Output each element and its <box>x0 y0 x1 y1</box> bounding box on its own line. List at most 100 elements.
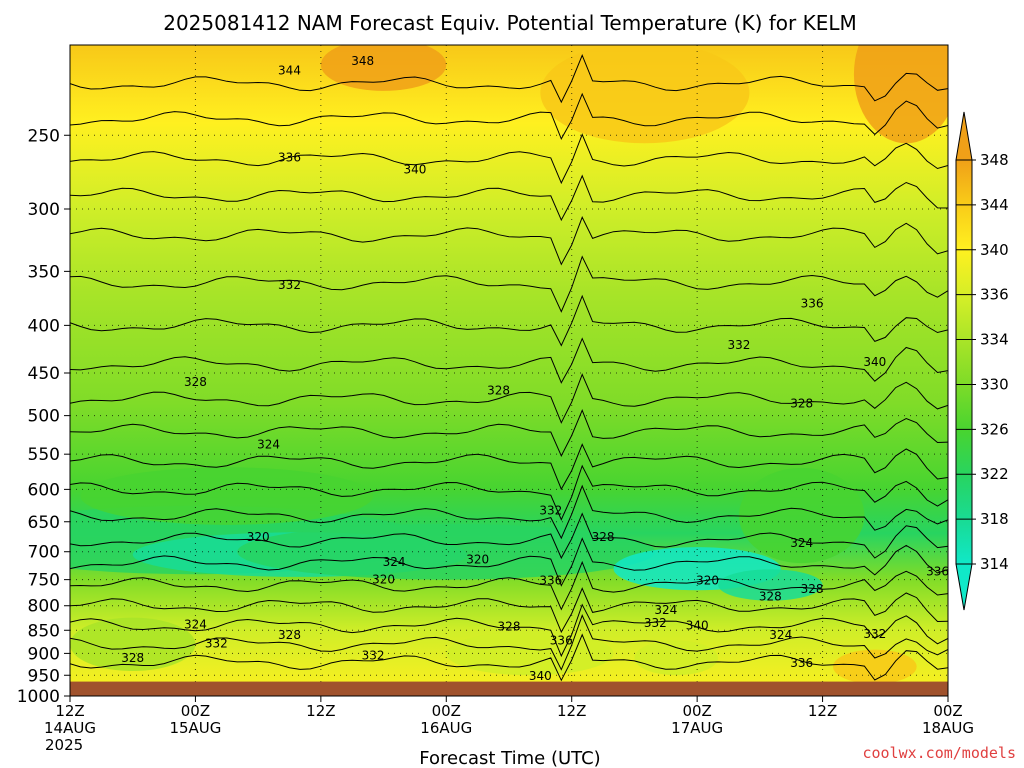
contour-label: 328 <box>121 651 144 665</box>
contour-label: 328 <box>487 384 510 398</box>
y-tick-label: 1000 <box>17 687 60 707</box>
contour-label: 328 <box>759 590 782 604</box>
contour-label: 328 <box>592 530 615 544</box>
contour-label: 324 <box>383 555 406 569</box>
x-tick-label: 12Z <box>557 702 586 720</box>
y-tick-label: 300 <box>28 200 60 220</box>
contour-line <box>70 373 948 424</box>
contour-label: 340 <box>863 355 886 369</box>
contour-label: 340 <box>686 618 709 632</box>
x-tick-label: 17AUG <box>671 719 723 737</box>
contour-label: 332 <box>539 503 562 517</box>
contour-label: 324 <box>654 603 677 617</box>
x-tick-label: 00Z <box>181 702 210 720</box>
y-tick-label: 700 <box>28 543 60 563</box>
y-tick-label: 750 <box>28 571 60 591</box>
contour-line <box>70 255 948 313</box>
colorbar-label: 314 <box>980 555 1009 573</box>
contour-label: 320 <box>247 530 270 544</box>
x-tick-label: 2025 <box>45 736 83 754</box>
x-tick-label: 00Z <box>933 702 962 720</box>
y-tick-label: 800 <box>28 597 60 617</box>
contour-label: 340 <box>529 669 552 683</box>
contour-label: 324 <box>769 628 792 642</box>
contour-label: 320 <box>372 573 395 587</box>
contour-line <box>70 92 948 141</box>
colorbar: 348 344 340 336 334 330 326 322 318 314 <box>955 111 1009 611</box>
colorbar-top-arrow <box>955 111 973 161</box>
y-tick-label: 500 <box>28 407 60 427</box>
heatmap-region <box>833 649 917 684</box>
x-tick-label: 00Z <box>682 702 711 720</box>
ground-surface <box>70 681 948 696</box>
contour-label: 332 <box>644 616 667 630</box>
contour-line <box>70 408 948 457</box>
contour-label: 328 <box>278 628 301 642</box>
contour-line <box>70 443 948 491</box>
contour-line <box>70 174 948 222</box>
contour-label: 328 <box>790 396 813 410</box>
contour-label: 324 <box>790 536 813 550</box>
y-tick-label: 850 <box>28 621 60 641</box>
x-tick-label: 15AUG <box>169 719 221 737</box>
colorbar-label: 318 <box>980 510 1009 528</box>
plot-frame <box>69 44 949 697</box>
heatmap-region <box>80 467 374 525</box>
colorbar-label: 344 <box>980 196 1009 214</box>
y-tick-label: 250 <box>28 126 60 146</box>
y-tick-label: 600 <box>28 480 60 500</box>
heatmap-background <box>70 45 948 696</box>
contour-label: 336 <box>801 297 824 311</box>
plot-area <box>70 45 948 696</box>
contour-line <box>70 216 948 266</box>
contour-label: 332 <box>205 636 228 650</box>
colorbar-label: 340 <box>980 241 1009 259</box>
contour-label: 328 <box>498 619 521 633</box>
contour-label: 344 <box>278 63 301 77</box>
heatmap-region <box>634 640 719 676</box>
colorbar-label: 326 <box>980 420 1009 438</box>
contour-label: 332 <box>362 649 385 663</box>
contour-line <box>70 133 948 185</box>
contour-line <box>70 537 948 587</box>
contour-label: 336 <box>539 574 562 588</box>
colorbar-label: 336 <box>980 286 1009 304</box>
y-tick-label: 400 <box>28 316 60 336</box>
contour-line <box>70 560 948 611</box>
contour-label: 336 <box>790 656 813 670</box>
contour-label: 328 <box>801 582 824 596</box>
y-tick-label: 550 <box>28 445 60 465</box>
contour-line <box>70 53 948 104</box>
heatmap-region <box>320 45 447 91</box>
contour-label: 332 <box>863 627 886 641</box>
contour-label: 336 <box>550 634 573 648</box>
contour-line <box>70 587 948 634</box>
x-tick-label: 12Z <box>55 702 84 720</box>
contour-label: 320 <box>696 574 719 588</box>
chart-title: 2025081412 NAM Forecast Equiv. Potential… <box>163 11 857 35</box>
y-tick-label: 350 <box>28 262 60 282</box>
colorbar-body <box>955 159 973 565</box>
colorbar-label: 330 <box>980 375 1009 393</box>
colorbar-label: 334 <box>980 331 1009 349</box>
contour-line <box>70 603 948 658</box>
colorbar-bottom-arrow <box>955 563 973 611</box>
x-tick-label: 00Z <box>432 702 461 720</box>
y-tick-label: 650 <box>28 513 60 533</box>
credit-text: coolwx.com/models <box>862 744 1016 762</box>
x-axis-label: Forecast Time (UTC) <box>419 748 600 768</box>
heatmap-region <box>70 617 196 671</box>
contour-label: 348 <box>351 54 374 68</box>
contour-label: 320 <box>466 553 489 567</box>
x-tick-label: 18AUG <box>922 719 974 737</box>
contour-line <box>70 464 948 521</box>
contour-line <box>70 337 948 384</box>
y-tick-label: 950 <box>28 666 60 686</box>
x-tick-label: 16AUG <box>420 719 472 737</box>
colorbar-label: 348 <box>980 151 1009 169</box>
contour-label: 332 <box>278 278 301 292</box>
y-tick-label: 450 <box>28 364 60 384</box>
contour-label: 324 <box>184 618 207 632</box>
x-tick-label: 12Z <box>306 702 335 720</box>
